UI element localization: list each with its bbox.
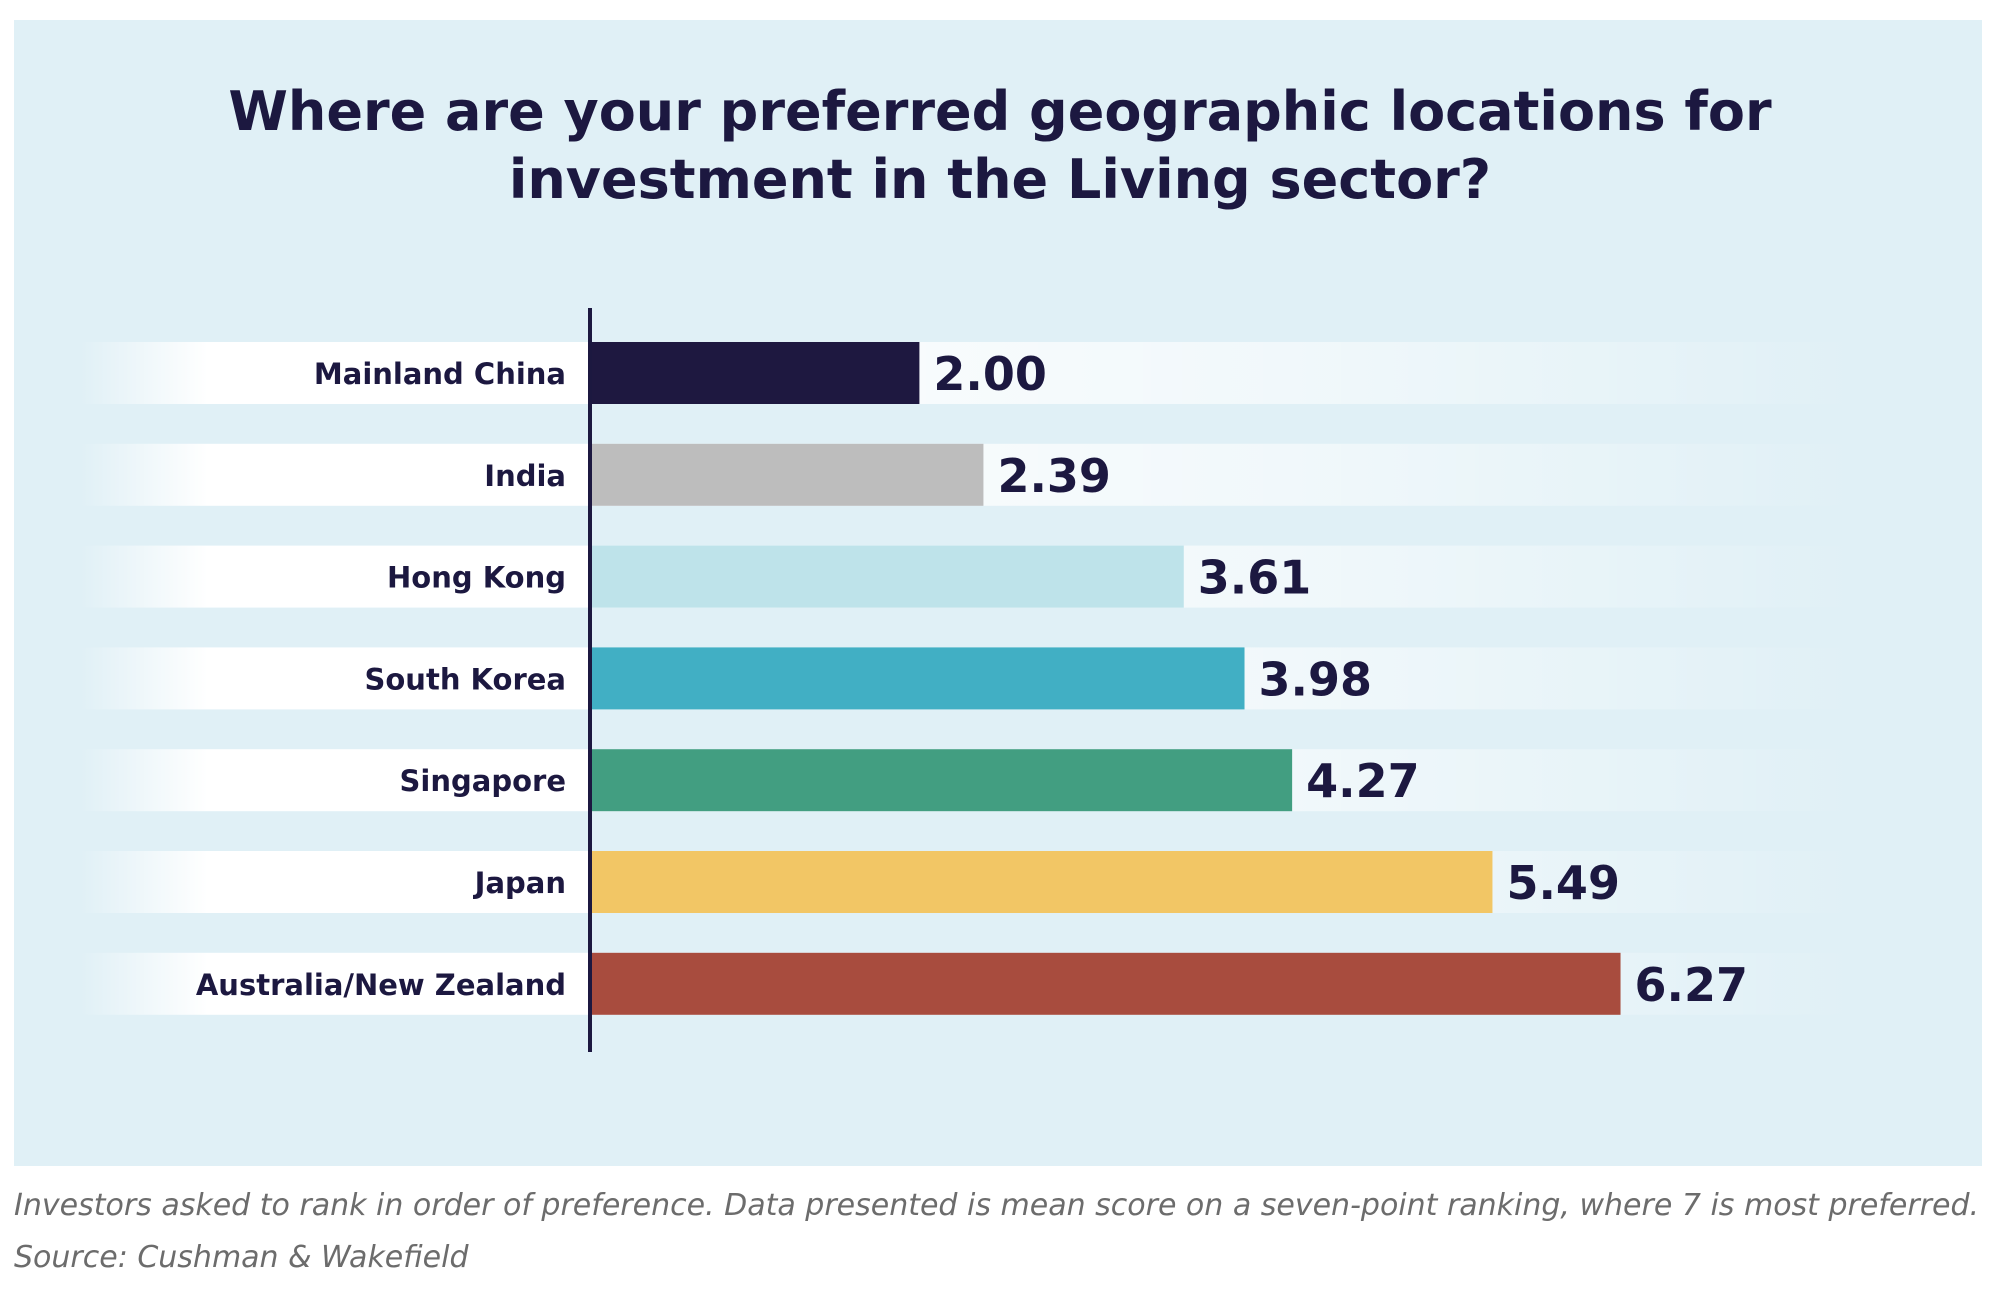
bar-south-korea <box>591 647 1245 710</box>
bar-japan <box>591 851 1493 913</box>
category-label-singapore: Singapore <box>400 764 566 798</box>
value-label-singapore: 4.27 <box>1306 754 1420 808</box>
row-band-left-india <box>80 443 591 506</box>
value-label-india: 2.39 <box>997 449 1111 503</box>
bar-mainland-china <box>591 342 920 404</box>
category-label-hong-kong: Hong Kong <box>387 561 566 595</box>
chart-title-line-1: Where are your preferred geographic loca… <box>228 80 1772 143</box>
chart-title: Where are your preferred geographic loca… <box>0 78 2000 214</box>
bar-india <box>591 443 984 506</box>
chart-source: Source: Cushman & Wakefield <box>14 1240 469 1275</box>
bar-australia-new-zealand <box>591 952 1621 1015</box>
row-band-left-mainland-china <box>80 342 591 404</box>
category-label-mainland-china: Mainland China <box>314 357 566 391</box>
value-label-south-korea: 3.98 <box>1259 652 1373 706</box>
row-band-left-japan <box>80 851 591 913</box>
chart-footnote: Investors asked to rank in order of pref… <box>14 1188 1980 1223</box>
row-band-left-south-korea <box>80 647 591 710</box>
bar-singapore <box>591 749 1293 812</box>
value-label-australia-new-zealand: 6.27 <box>1635 958 1749 1012</box>
category-label-south-korea: South Korea <box>365 662 567 696</box>
category-label-australia-new-zealand: Australia/New Zealand <box>196 968 566 1002</box>
category-label-india: India <box>484 459 566 493</box>
value-label-mainland-china: 2.00 <box>933 347 1047 401</box>
bar-hong-kong <box>591 545 1184 608</box>
category-label-japan: Japan <box>473 866 566 900</box>
row-band-left-australia-new-zealand <box>80 952 591 1015</box>
value-label-hong-kong: 3.61 <box>1198 551 1312 605</box>
category-labels: Mainland China India Hong Kong South Korea S… <box>196 357 566 1002</box>
chart-title-line-2: investment in the Living sector? <box>508 148 1492 211</box>
row-band-left-hong-kong <box>80 545 591 608</box>
value-label-japan: 5.49 <box>1506 856 1620 910</box>
value-labels: 2.00 2.39 3.61 3.98 4.27 5.49 6.27 <box>933 347 1748 1012</box>
row-band-left-singapore <box>80 749 591 812</box>
bars <box>591 342 1621 1015</box>
